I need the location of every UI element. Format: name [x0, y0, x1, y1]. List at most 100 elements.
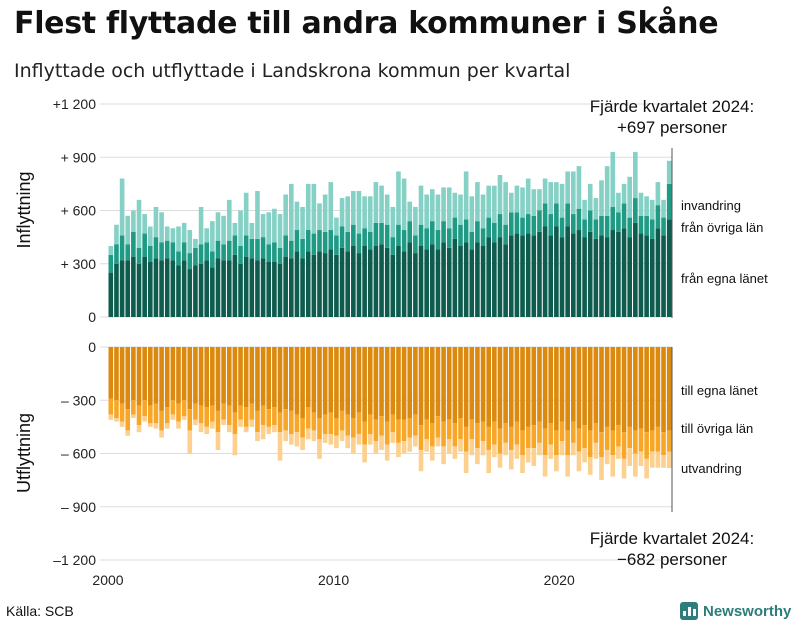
bar-in-3	[232, 222, 238, 236]
bar-in-1	[131, 256, 136, 317]
bar-in-1	[610, 230, 616, 317]
bar-out-2	[170, 400, 176, 415]
bar-out-2	[401, 419, 407, 442]
bar-in-3	[317, 203, 322, 231]
bar-out-3	[424, 439, 429, 452]
bar-out-1	[153, 347, 159, 404]
bar-out-3	[508, 449, 514, 470]
bar-out-2	[390, 414, 396, 433]
bar-in-1	[142, 256, 147, 317]
bar-in-3	[187, 230, 193, 254]
bar-in-1	[604, 237, 610, 318]
bar-out-1	[170, 347, 176, 401]
series-label-in: från egna länet	[681, 271, 768, 286]
y-axis-label-out: Utflyttning	[14, 413, 34, 493]
bar-in-3	[514, 185, 520, 213]
bar-in-1	[367, 249, 373, 317]
bar-out-2	[469, 419, 475, 440]
bar-in-3	[576, 166, 582, 209]
bar-in-2	[531, 215, 537, 236]
bar-out-2	[215, 410, 221, 433]
bar-out-1	[542, 347, 548, 429]
bar-in-1	[492, 242, 497, 317]
tick-label-in: + 300	[61, 256, 97, 272]
bar-in-2	[322, 231, 328, 254]
bar-in-1	[119, 260, 125, 317]
bar-out-3	[418, 449, 424, 472]
bar-in-3	[610, 151, 616, 207]
bar-out-2	[272, 407, 277, 426]
bar-out-3	[661, 455, 666, 468]
bar-in-2	[198, 244, 204, 264]
bar-out-2	[520, 430, 525, 456]
bar-in-1	[525, 233, 531, 317]
bar-in-2	[520, 217, 525, 236]
bar-in-2	[418, 224, 424, 246]
bar-out-1	[616, 347, 621, 426]
bar-out-3	[131, 414, 136, 418]
bar-in-3	[198, 206, 204, 245]
bar-in-1	[351, 246, 356, 317]
bar-out-1	[243, 347, 249, 408]
bar-in-2	[413, 235, 418, 254]
bar-in-2	[131, 231, 136, 257]
bar-in-1	[238, 263, 243, 317]
bar-out-2	[537, 421, 542, 443]
bar-in-1	[418, 246, 424, 317]
series-label-in: från övriga län	[681, 220, 763, 235]
bar-in-2	[147, 246, 153, 262]
bar-out-1	[373, 347, 379, 420]
bar-out-2	[351, 418, 356, 438]
bar-in-2	[272, 242, 277, 262]
bar-in-1	[187, 269, 193, 317]
bar-in-2	[108, 254, 114, 273]
bar-in-3	[497, 175, 503, 215]
bar-out-1	[621, 347, 627, 433]
bar-out-2	[119, 403, 125, 422]
bar-in-2	[407, 221, 413, 243]
bar-out-3	[367, 433, 373, 445]
bar-in-2	[469, 231, 475, 250]
bar-out-1	[627, 347, 633, 427]
bar-in-3	[413, 206, 418, 236]
bar-in-3	[458, 194, 463, 225]
bar-out-1	[294, 347, 300, 415]
bar-out-2	[187, 409, 193, 431]
bar-out-1	[328, 347, 334, 413]
bar-in-3	[272, 208, 277, 243]
bar-out-2	[576, 428, 582, 452]
bar-in-1	[548, 235, 554, 317]
bar-in-2	[114, 244, 119, 264]
bar-in-2	[627, 217, 633, 238]
bar-in-3	[170, 228, 176, 243]
bar-in-1	[384, 247, 390, 317]
bar-in-2	[170, 242, 176, 261]
bar-out-3	[458, 439, 463, 452]
bar-in-3	[582, 199, 587, 220]
bar-out-3	[204, 426, 210, 434]
bar-in-2	[655, 205, 661, 229]
bar-out-1	[125, 347, 131, 410]
bar-in-3	[255, 190, 260, 239]
bar-in-1	[633, 222, 638, 317]
bar-in-3	[587, 183, 593, 211]
bar-out-3	[514, 444, 520, 459]
bar-in-2	[446, 228, 452, 248]
bar-in-3	[486, 185, 492, 218]
bar-out-3	[435, 437, 441, 447]
bar-out-2	[497, 428, 503, 454]
bar-out-1	[548, 347, 554, 424]
bar-out-2	[570, 421, 576, 443]
bar-out-3	[565, 455, 570, 477]
bar-out-3	[384, 444, 390, 461]
bar-in-1	[429, 244, 435, 317]
bar-out-2	[300, 418, 305, 438]
bar-in-1	[255, 260, 260, 317]
bar-out-3	[554, 455, 559, 472]
bar-out-3	[317, 439, 322, 459]
bar-out-2	[452, 423, 458, 447]
bar-in-1	[413, 253, 418, 317]
bar-in-1	[108, 272, 114, 318]
bar-in-2	[587, 210, 593, 232]
bar-in-1	[260, 258, 266, 317]
